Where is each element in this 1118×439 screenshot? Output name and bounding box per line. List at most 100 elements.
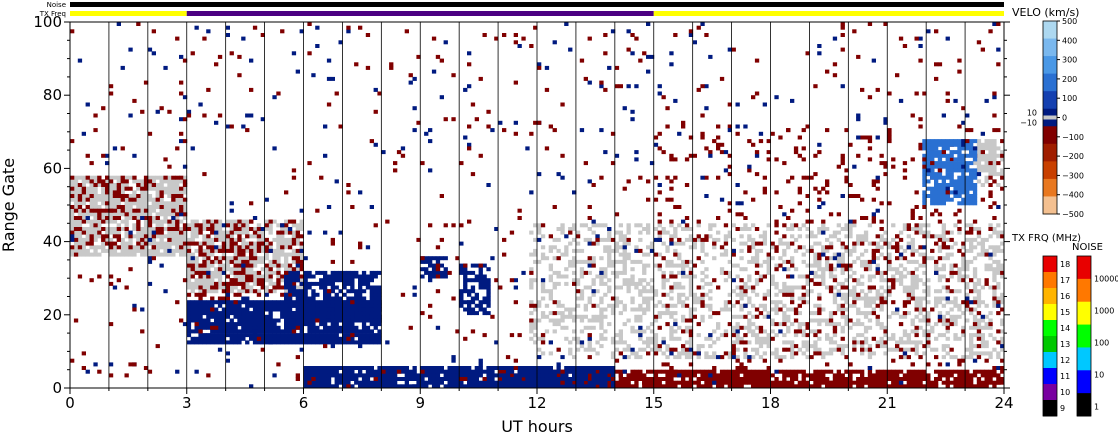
echo-cell [992,179,997,184]
echo-cell [817,256,822,261]
echo-cell [949,230,954,235]
echo-cell [365,281,371,286]
echo-cell [996,230,1001,235]
echo-cell [268,318,273,323]
echo-cell [365,336,371,341]
echo-cell [704,274,709,279]
echo-cell [256,259,262,264]
echo-cell [256,300,262,305]
echo-cell [731,263,736,268]
echo-cell [599,278,604,283]
echo-cell [350,384,355,389]
echo-cell [867,223,873,228]
echo-cell [159,230,164,235]
echo-cell [684,384,690,389]
echo-cell [762,380,767,385]
echo-cell [120,190,125,195]
echo-cell [809,175,814,180]
echo-cell [649,369,655,374]
echo-cell [607,245,612,250]
echo-cell [206,245,211,250]
echo-cell [361,377,367,381]
echo-cell [233,333,238,338]
echo-cell [879,161,884,166]
echo-cell [428,373,433,378]
echo-cell [708,223,713,228]
echo-cell [630,377,635,381]
echo-cell [198,241,203,246]
echo-cell [354,318,359,323]
echo-cell [260,259,265,264]
echo-cell [186,241,192,246]
echo-cell [272,219,277,224]
echo-cell [159,194,164,198]
echo-cell [926,278,931,283]
echo-cell [646,263,651,268]
echo-cell [805,347,810,352]
echo-cell [291,325,297,330]
echo-cell [198,336,203,341]
echo-cell [319,285,324,290]
echo-cell [867,241,873,246]
echo-cell [385,373,390,378]
echo-cell [354,333,359,338]
echo-cell [887,347,892,352]
echo-cell [393,369,398,374]
echo-cell [813,270,818,275]
echo-cell [875,377,880,381]
echo-cell [147,212,153,217]
echo-cell [669,289,674,294]
echo-cell [758,234,764,239]
echo-cell [840,347,845,352]
echo-cell [249,278,254,283]
noise-strip-label: Noise [47,1,66,9]
echo-cell [241,270,246,275]
echo-cell [105,237,110,242]
echo-cell [533,278,538,283]
echo-cell [564,281,569,286]
echo-cell [540,289,546,294]
echo-cell [268,322,273,327]
echo-cell [334,366,339,370]
echo-cell [891,223,896,228]
echo-cell [256,311,262,316]
echo-cell [155,230,160,235]
echo-cell [852,245,857,250]
echo-cell [969,248,974,253]
echo-cell [688,314,694,319]
echo-cell [533,325,538,330]
echo-cell [856,292,861,297]
echo-cell [856,194,861,198]
echo-cell [136,212,141,217]
echo-cell [206,336,211,341]
echo-cell [926,336,931,341]
echo-cell [754,227,760,231]
echo-cell [657,252,662,257]
echo-cell [1000,274,1005,279]
echo-cell [883,161,888,166]
echo-cell [276,234,281,239]
echo-cell [836,380,841,385]
echo-cell [953,318,958,323]
echo-cell [782,223,787,228]
echo-cell [120,183,125,187]
echo-cell [167,212,172,217]
echo-cell [934,322,939,327]
echo-cell [326,300,332,305]
echo-cell [182,205,188,209]
echo-cell [291,289,297,294]
echo-cell [323,322,328,327]
echo-cell [731,351,736,356]
echo-cell [762,369,767,374]
echo-cell [684,263,690,268]
echo-cell [315,340,320,345]
echo-cell [712,351,717,356]
echo-cell [825,377,830,381]
echo-cell [556,318,561,323]
echo-cell [377,300,382,305]
echo-cell [805,380,810,385]
echo-cell [719,267,725,272]
echo-cell [112,252,118,257]
echo-cell [996,285,1001,290]
echo-cell [210,230,215,235]
